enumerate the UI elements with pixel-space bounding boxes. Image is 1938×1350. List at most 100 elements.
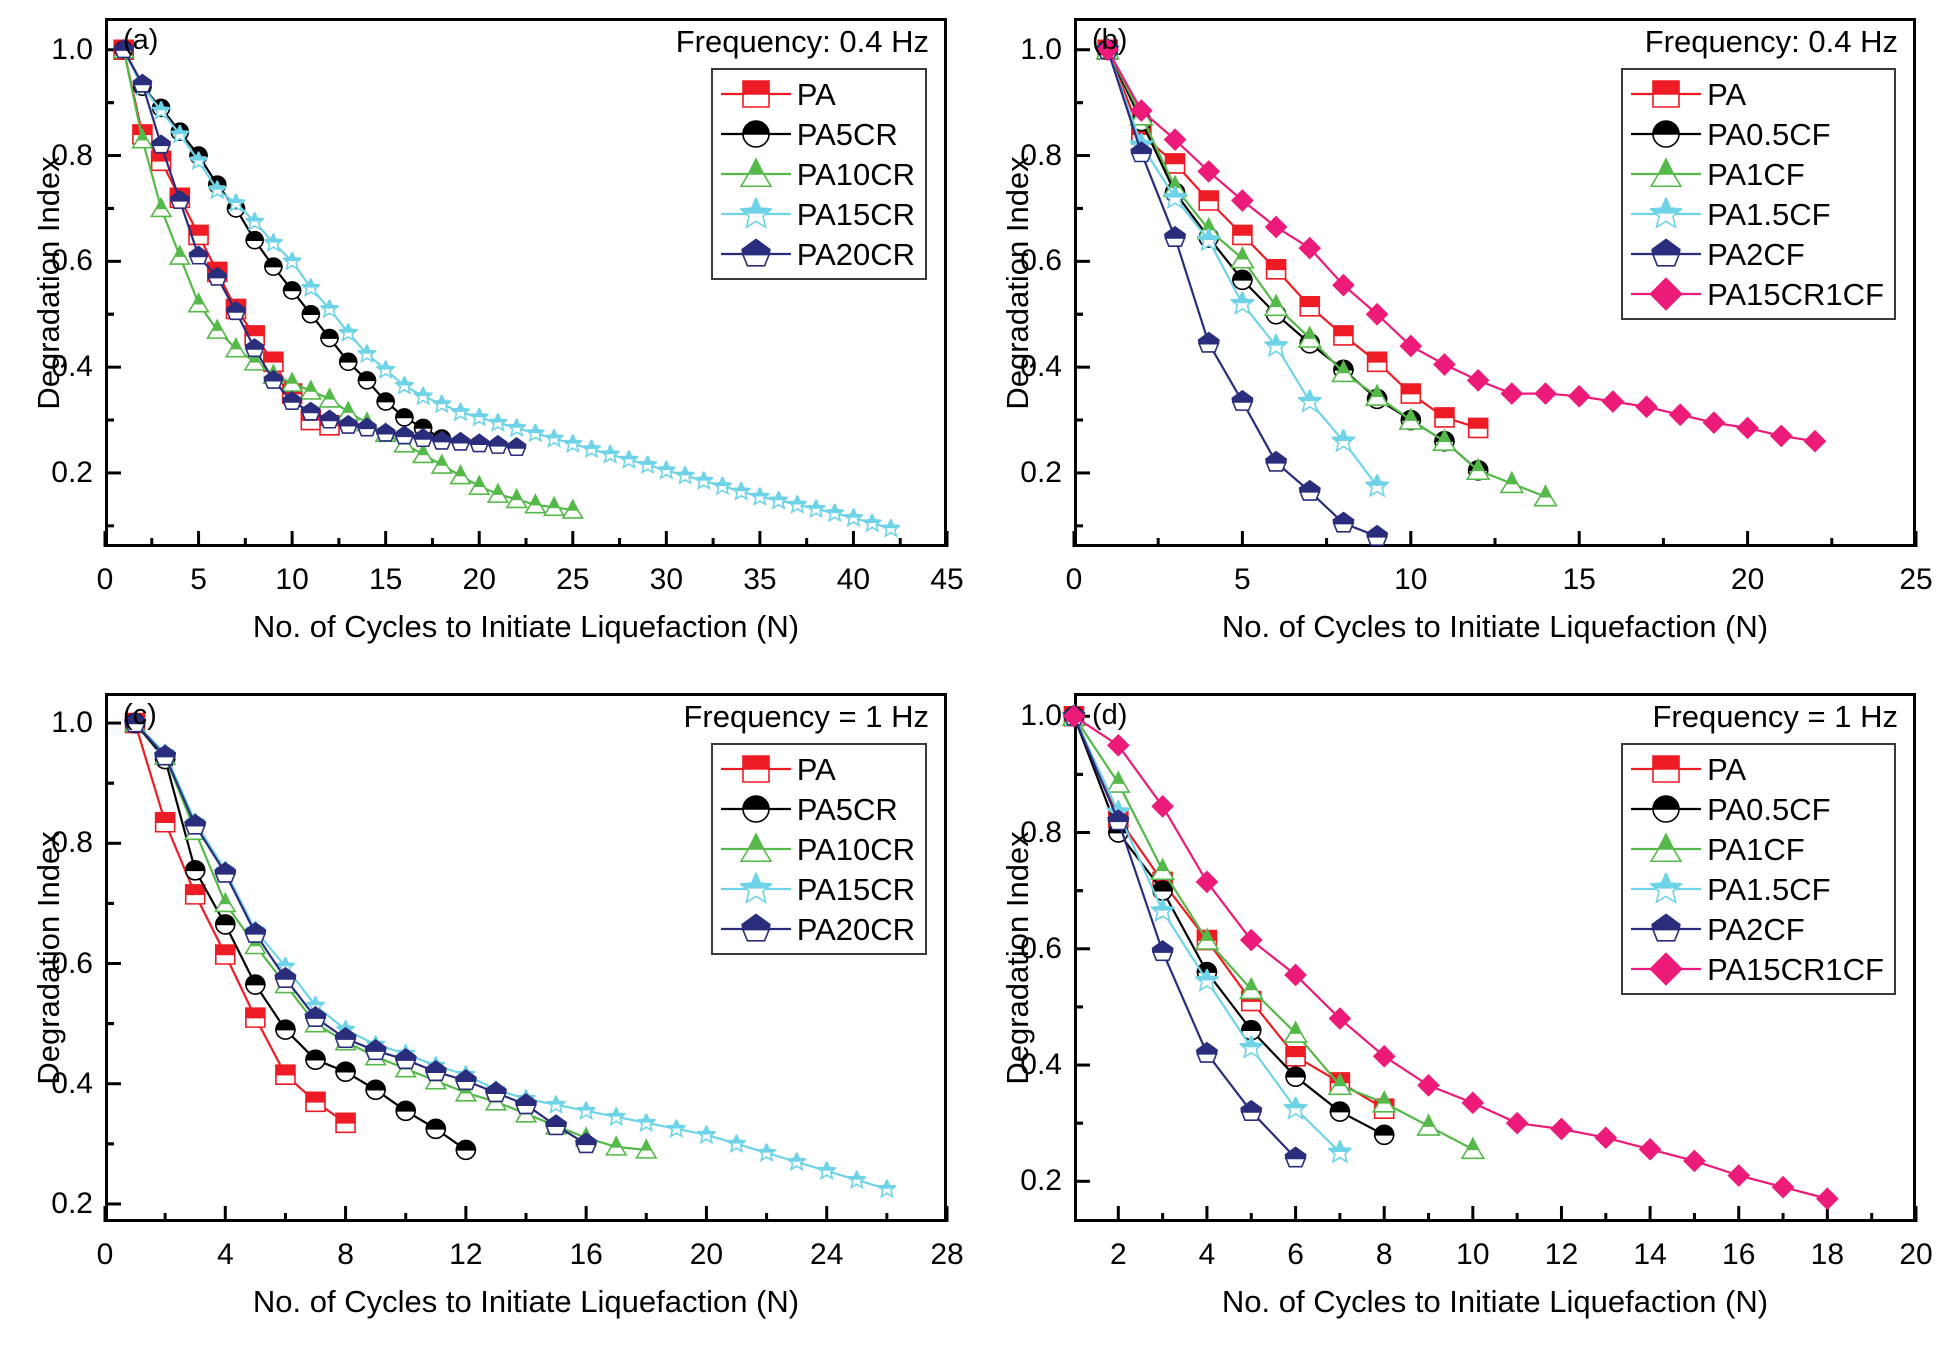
legend-item-pa15cr1cf[interactable]: PA15CR1CF — [1629, 274, 1884, 314]
legend-label: PA20CR — [796, 911, 915, 947]
y-tick-label: 0.6 — [1020, 244, 1062, 278]
y-tick-label: 0.6 — [51, 244, 93, 278]
legend-label: PA15CR — [796, 196, 915, 232]
legend-marker-star-icon — [719, 195, 793, 233]
x-tick-label: 16 — [569, 1238, 603, 1271]
legend-label: PA — [1707, 76, 1747, 112]
x-tick-label: 4 — [1198, 1238, 1216, 1271]
legend-item-pa[interactable]: PA — [1629, 74, 1884, 114]
x-tick-label: 5 — [190, 563, 207, 596]
x-tick-label: 25 — [1899, 563, 1933, 596]
legend-label: PA5CR — [796, 791, 898, 827]
y-tick-label: 0.8 — [51, 138, 93, 172]
series-canvas-c — [103, 675, 949, 1222]
x-tick-label: 4 — [216, 1238, 234, 1271]
legend-d[interactable]: PA PA0.5CF PA1CF PA1.5CF PA2CF PA15CR1CF — [1621, 743, 1896, 995]
panel-tag-b: (b) — [1092, 24, 1128, 56]
legend-label: PA10CR — [796, 156, 915, 192]
x-tick-label: 6 — [1287, 1238, 1304, 1271]
legend-item-pa15cr1cf[interactable]: PA15CR1CF — [1629, 949, 1884, 989]
legend-marker-pentagon-icon — [1629, 910, 1703, 948]
legend-marker-pentagon-icon — [719, 235, 793, 273]
legend-marker-triangle-icon — [719, 830, 793, 868]
legend-item-pa1.5cf[interactable]: PA1.5CF — [1629, 194, 1884, 234]
y-tick-label: 0.4 — [51, 1066, 93, 1100]
legend-item-pa1cf[interactable]: PA1CF — [1629, 154, 1884, 194]
legend-marker-triangle-icon — [719, 155, 793, 193]
legend-label: PA1.5CF — [1707, 871, 1831, 907]
y-tick-label: 0.4 — [51, 350, 93, 384]
legend-item-pa5cr[interactable]: PA5CR — [719, 789, 915, 829]
series-canvas-a — [103, 0, 949, 547]
y-tick-label: 0.4 — [1020, 1048, 1062, 1082]
x-tick-label: 20 — [462, 563, 496, 596]
legend-item-pa1cf[interactable]: PA1CF — [1629, 829, 1884, 869]
x-axis-title-d: No. of Cycles to Initiate Liquefaction (… — [1221, 1284, 1769, 1319]
x-tick-label: 40 — [836, 563, 871, 596]
legend-marker-star-icon — [719, 870, 793, 908]
frequency-label-b: Frequency: 0.4 Hz — [1644, 24, 1898, 59]
legend-item-pa2cf[interactable]: PA2CF — [1629, 909, 1884, 949]
legend-marker-triangle-icon — [1629, 830, 1703, 868]
y-tick-label: 0.2 — [51, 1186, 93, 1220]
legend-marker-square-icon — [719, 75, 793, 113]
x-tick-label: 35 — [743, 563, 777, 596]
legend-b[interactable]: PA PA0.5CF PA1CF PA1.5CF PA2CF PA15CR1CF — [1621, 68, 1896, 320]
legend-item-pa[interactable]: PA — [719, 749, 915, 789]
x-tick-label: 10 — [1394, 563, 1428, 596]
legend-label: PA0.5CF — [1707, 116, 1831, 152]
legend-marker-circle-icon — [1629, 790, 1703, 828]
legend-c[interactable]: PA PA5CR PA10CR PA15CR PA20CR — [710, 743, 927, 955]
x-tick-label: 8 — [337, 1238, 354, 1271]
x-tick-label: 8 — [1375, 1238, 1393, 1271]
x-tick-label: 20 — [1899, 1238, 1933, 1271]
legend-label: PA2CF — [1707, 911, 1805, 947]
y-axis-title-b: Degradation Index — [1000, 155, 1035, 410]
x-axis-title-c: No. of Cycles to Initiate Liquefaction (… — [252, 1284, 800, 1319]
x-tick-label: 30 — [649, 563, 684, 596]
x-tick-label: 10 — [1456, 1238, 1490, 1271]
legend-label: PA — [796, 76, 836, 112]
legend-item-pa10cr[interactable]: PA10CR — [719, 829, 915, 869]
legend-item-pa[interactable]: PA — [719, 74, 915, 114]
x-tick-label: 20 — [689, 1238, 724, 1271]
legend-label: PA1.5CF — [1707, 196, 1831, 232]
legend-label: PA10CR — [796, 831, 915, 867]
frequency-label-a: Frequency: 0.4 Hz — [675, 24, 929, 59]
legend-label: PA0.5CF — [1707, 791, 1831, 827]
x-tick-label: 0 — [96, 563, 114, 596]
y-tick-label: 1.0 — [51, 706, 93, 740]
panel-tag-c: (c) — [123, 699, 157, 731]
panel-b: (b) Frequency: 0.4 Hz PA PA0.5CF PA1CF PA1.5C… — [969, 0, 1938, 675]
y-tick-label: 0.2 — [1020, 1164, 1062, 1198]
legend-label: PA1CF — [1707, 831, 1805, 867]
legend-label: PA5CR — [796, 116, 898, 152]
legend-item-pa[interactable]: PA — [1629, 749, 1884, 789]
legend-item-pa15cr[interactable]: PA15CR — [719, 869, 915, 909]
legend-item-pa1.5cf[interactable]: PA1.5CF — [1629, 869, 1884, 909]
y-tick-label: 0.6 — [51, 946, 93, 980]
frequency-label-c: Frequency = 1 Hz — [683, 699, 929, 734]
x-axis-title-a: No. of Cycles to Initiate Liquefaction (… — [252, 609, 800, 644]
legend-item-pa2cf[interactable]: PA2CF — [1629, 234, 1884, 274]
x-tick-label: 2 — [1109, 1238, 1127, 1271]
series-canvas-b — [1072, 0, 1918, 547]
legend-marker-pentagon-icon — [719, 910, 793, 948]
legend-marker-circle-icon — [719, 790, 793, 828]
x-tick-label: 15 — [368, 563, 403, 596]
legend-item-pa20cr[interactable]: PA20CR — [719, 909, 915, 949]
x-tick-label: 5 — [1234, 563, 1251, 596]
legend-item-pa20cr[interactable]: PA20CR — [719, 234, 915, 274]
x-tick-label: 16 — [1722, 1238, 1756, 1271]
legend-item-pa5cr[interactable]: PA5CR — [719, 114, 915, 154]
legend-marker-pentagon-icon — [1629, 235, 1703, 273]
legend-item-pa0.5cf[interactable]: PA0.5CF — [1629, 114, 1884, 154]
legend-item-pa10cr[interactable]: PA10CR — [719, 154, 915, 194]
legend-a[interactable]: PA PA5CR PA10CR PA15CR PA20CR — [710, 68, 927, 280]
legend-item-pa0.5cf[interactable]: PA0.5CF — [1629, 789, 1884, 829]
legend-item-pa15cr[interactable]: PA15CR — [719, 194, 915, 234]
panel-d: (d) Frequency = 1 Hz PA PA0.5CF PA1CF PA1.5CF… — [969, 675, 1938, 1350]
legend-marker-diamond-icon — [1629, 275, 1703, 313]
legend-label: PA1CF — [1707, 156, 1805, 192]
